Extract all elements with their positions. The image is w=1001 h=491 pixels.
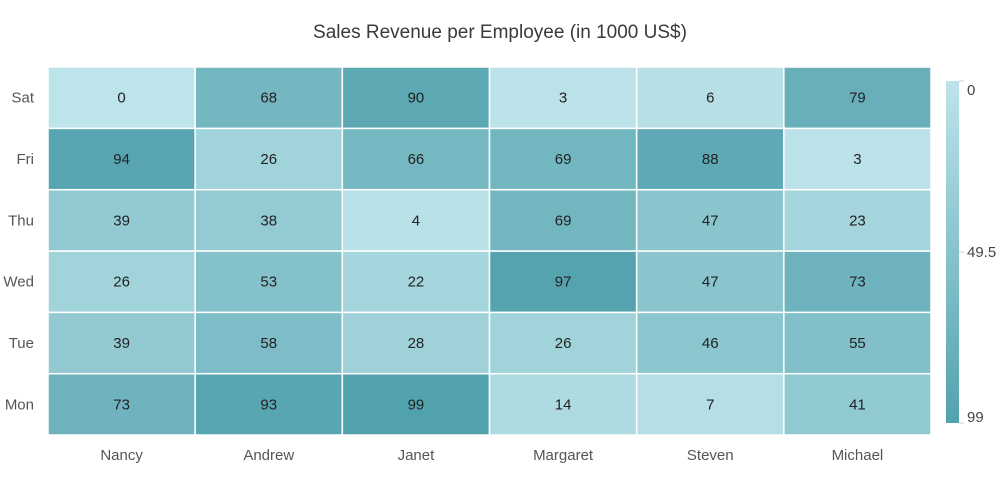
heatmap-cell <box>635 250 785 314</box>
y-axis: Mon Tue Wed Thu Fri Sat <box>3 90 34 414</box>
cell-value-label: 41 <box>849 396 866 413</box>
heatmap-value-labels: 7339263994093585338266899282246690142697… <box>113 90 866 414</box>
heatmap-cell <box>488 250 638 314</box>
heatmap-cell <box>783 311 932 375</box>
cell-value-label: 4 <box>412 212 420 229</box>
x-tick-label: Michael <box>832 447 884 464</box>
heatmap-cell <box>47 127 196 191</box>
heatmap-cell <box>47 66 196 130</box>
legend-tick-label: 0 <box>967 82 975 99</box>
cell-value-label: 14 <box>555 396 572 413</box>
cell-value-label: 79 <box>849 90 866 107</box>
cell-value-label: 73 <box>849 274 866 291</box>
cell-value-label: 90 <box>408 90 425 107</box>
cell-value-label: 97 <box>555 274 572 291</box>
cell-value-label: 39 <box>113 335 130 352</box>
heatmap-cell <box>194 188 344 252</box>
cell-value-label: 38 <box>260 212 277 229</box>
x-axis: Nancy Andrew Janet Margaret Steven Michael <box>100 447 883 464</box>
heatmap-cell <box>341 188 491 252</box>
cell-value-label: 26 <box>555 335 572 352</box>
y-tick-label: Mon <box>5 396 34 413</box>
heatmap-cell <box>635 188 785 252</box>
cell-value-label: 22 <box>408 274 425 291</box>
y-tick-label: Fri <box>17 151 35 168</box>
heatmap-cell <box>488 311 638 375</box>
heatmap-cells <box>47 66 932 436</box>
heatmap-cell <box>783 127 932 191</box>
heatmap-cell <box>194 250 344 314</box>
cell-value-label: 88 <box>702 151 719 168</box>
heatmap-cell <box>635 372 785 436</box>
cell-value-label: 39 <box>113 212 130 229</box>
cell-value-label: 93 <box>260 396 277 413</box>
legend-tick-label: 99 <box>967 409 984 426</box>
cell-value-label: 73 <box>113 396 130 413</box>
heatmap-cell <box>194 311 344 375</box>
cell-value-label: 66 <box>408 151 425 168</box>
cell-value-label: 3 <box>559 90 567 107</box>
y-tick-label: Tue <box>9 335 34 352</box>
cell-value-label: 55 <box>849 335 866 352</box>
heatmap-cell <box>47 311 196 375</box>
y-tick-label: Thu <box>8 212 34 229</box>
heatmap-cell <box>783 188 932 252</box>
x-tick-label: Nancy <box>100 447 143 464</box>
cell-value-label: 26 <box>260 151 277 168</box>
x-tick-label: Steven <box>687 447 734 464</box>
cell-value-label: 28 <box>408 335 425 352</box>
cell-value-label: 47 <box>702 274 719 291</box>
heatmap-cell <box>341 127 491 191</box>
heatmap-cell <box>341 66 491 130</box>
cell-value-label: 94 <box>113 151 130 168</box>
heatmap-cell <box>635 127 785 191</box>
cell-value-label: 46 <box>702 335 719 352</box>
cell-value-label: 47 <box>702 212 719 229</box>
legend-tick-label: 49.5 <box>967 244 996 261</box>
color-legend: 0 49.5 99 <box>946 80 996 426</box>
cell-value-label: 7 <box>706 396 714 413</box>
cell-value-label: 58 <box>260 335 277 352</box>
cell-value-label: 23 <box>849 212 866 229</box>
y-tick-label: Sat <box>11 90 34 107</box>
x-tick-label: Margaret <box>533 447 594 464</box>
cell-value-label: 68 <box>260 90 277 107</box>
cell-value-label: 6 <box>706 90 714 107</box>
legend-bar <box>946 81 959 423</box>
chart-title: Sales Revenue per Employee (in 1000 US$) <box>313 22 687 43</box>
y-tick-label: Wed <box>3 274 34 291</box>
heatmap-cell <box>488 372 638 436</box>
heatmap-cell <box>47 372 196 436</box>
cell-value-label: 69 <box>555 212 572 229</box>
heatmap-cell <box>488 127 638 191</box>
cell-value-label: 69 <box>555 151 572 168</box>
heatmap-cell <box>194 66 344 130</box>
heatmap-cell <box>341 372 491 436</box>
x-tick-label: Andrew <box>243 447 294 464</box>
heatmap-cell <box>194 372 344 436</box>
x-tick-label: Janet <box>398 447 436 464</box>
cell-value-label: 3 <box>853 151 861 168</box>
cell-value-label: 53 <box>260 274 277 291</box>
heatmap-cell <box>783 66 932 130</box>
cell-value-label: 26 <box>113 274 130 291</box>
cell-value-label: 0 <box>117 90 125 107</box>
cell-value-label: 99 <box>408 396 425 413</box>
